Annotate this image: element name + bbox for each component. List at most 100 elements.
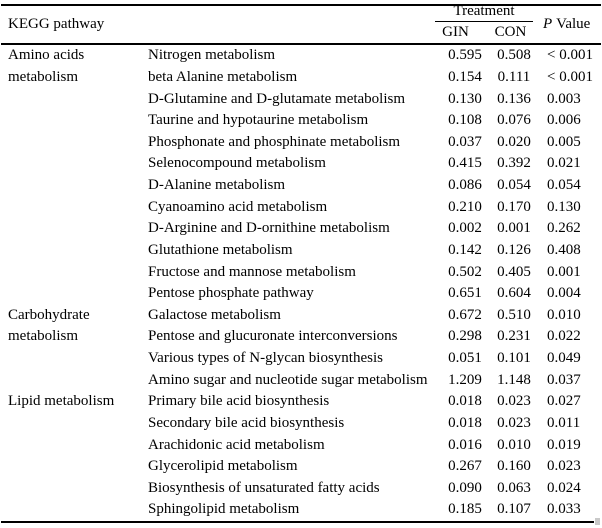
gin-value: 0.108 [448,112,482,129]
pathway-name: Sphingolipid metabolism [148,501,300,518]
group-label [8,499,146,521]
table-row: Lipid metabolism Primary bile acid biosyn… [0,391,602,413]
group-label: metabolism [8,68,78,85]
p-value: 0.130 [547,198,581,215]
group-label [8,88,146,110]
pathway-name: D-Glutamine and D-glutamate metabolism [148,90,406,107]
group-label [8,456,146,478]
table-row: Carbohydrate Galactose metabolism 0.672 0.5… [0,305,602,327]
table-row: Phosphonate and phosphinate metabolism 0.… [0,132,602,154]
pathway-name: Glycerolipid metabolism [148,458,298,475]
gin-value: 0.415 [448,155,482,172]
group-label [8,478,146,500]
group-label [8,218,146,240]
table-row: Selenocompound metabolism 0.415 0.392 0.021 [0,153,602,175]
pathway-name: Cyanoamino acid metabolism [148,198,328,215]
table-row: D-Glutamine and D-glutamate metabolism 0.… [0,88,602,110]
table-body: Amino acids Nitrogen metabolism 0.595 0.508… [0,45,602,521]
group-label [8,153,146,175]
gin-value: 0.016 [448,436,482,453]
pathway-name: Various types of N-glycan biosynthesis [148,350,383,367]
gin-value: 0.672 [448,306,482,323]
p-value: 0.262 [547,220,581,237]
gin-value: 0.018 [448,414,482,431]
p-value: 0.037 [547,371,581,388]
group-label [8,348,146,370]
table-row: Pentose phosphate pathway 0.651 0.604 0.004 [0,283,602,305]
corner-artifact-mark [595,518,600,525]
con-value: 0.023 [497,393,531,410]
gin-value: 0.210 [448,198,482,215]
p-value: 0.006 [547,112,581,129]
table-row: D-Alanine metabolism 0.086 0.054 0.054 [0,175,602,197]
con-value: 0.604 [497,285,531,302]
p-value: 0.027 [547,393,581,410]
gin-value: 0.142 [448,241,482,258]
gin-value: 0.086 [448,177,482,194]
table-row: Arachidonic acid metabolism 0.016 0.010 0.0… [0,434,602,456]
table-row: Biosynthesis of unsaturated fatty acids 0… [0,478,602,500]
table-bottom-rule [1,521,594,523]
con-value: 0.054 [497,177,531,194]
gin-value: 0.090 [448,479,482,496]
p-value: 0.010 [547,306,581,323]
column-header-p-value: P Value [543,16,590,33]
table-row: D-Arginine and D-ornithine metabolism 0.0… [0,218,602,240]
p-value: 0.054 [547,177,581,194]
treatment-spanner-rule [435,21,533,22]
gin-value: 0.154 [448,68,482,85]
pathway-name: beta Alanine metabolism [148,68,298,85]
column-header-con: CON [494,24,527,40]
con-value: 0.001 [497,220,531,237]
pathway-name: Primary bile acid biosynthesis [148,393,330,410]
con-value: 0.136 [497,90,531,107]
con-value: 0.510 [497,306,531,323]
gin-value: 0.595 [448,47,482,64]
pathway-name: Arachidonic acid metabolism [148,436,325,453]
con-value: 0.170 [497,198,531,215]
group-label: metabolism [8,328,78,345]
pathway-name: Secondary bile acid biosynthesis [148,414,345,431]
table-row: Amino sugar and nucleotide sugar metabol… [0,369,602,391]
table-row: Taurine and hypotaurine metabolism 0.108 0… [0,110,602,132]
con-value: 0.101 [497,350,531,367]
gin-value: 0.130 [448,90,482,107]
group-label: Amino acids [8,47,85,64]
con-value: 0.076 [497,112,531,129]
p-value: 0.019 [547,436,581,453]
pathway-name: Selenocompound metabolism [148,155,326,172]
con-value: 0.010 [497,436,531,453]
group-label [8,110,146,132]
group-label [8,261,146,283]
table-row: Fructose and mannose metabolism 0.502 0.40… [0,261,602,283]
table-row: Glycerolipid metabolism 0.267 0.160 0.023 [0,456,602,478]
p-value: < 0.001 [547,47,593,64]
con-value: 1.148 [497,371,531,388]
con-value: 0.392 [497,155,531,172]
p-value: 0.033 [547,501,581,518]
table-row: Sphingolipid metabolism 0.185 0.107 0.033 [0,499,602,521]
table-row: Glutathione metabolism 0.142 0.126 0.408 [0,240,602,262]
p-value: 0.005 [547,133,581,150]
group-label [8,413,146,435]
p-value-text: Value [556,16,591,32]
table-row: metabolism Pentose and glucuronate interc… [0,326,602,348]
p-value-symbol: P [543,16,553,32]
gin-value: 0.051 [448,350,482,367]
pathway-name: Glutathione metabolism [148,241,293,258]
p-value: 0.022 [547,328,581,345]
table-row: Cyanoamino acid metabolism 0.210 0.170 0.13… [0,196,602,218]
table-row: Various types of N-glycan biosynthesis 0.… [0,348,602,370]
table-top-rule [1,4,601,6]
group-label [8,283,146,305]
con-value: 0.508 [497,47,531,64]
p-value: 0.408 [547,241,581,258]
p-value: < 0.001 [547,68,593,85]
gin-value: 0.037 [448,133,482,150]
gin-value: 0.267 [448,458,482,475]
gin-value: 0.185 [448,501,482,518]
group-label: Carbohydrate [8,306,90,323]
pathway-name: D-Arginine and D-ornithine metabolism [148,220,390,237]
pathway-name: Taurine and hypotaurine metabolism [148,112,369,129]
